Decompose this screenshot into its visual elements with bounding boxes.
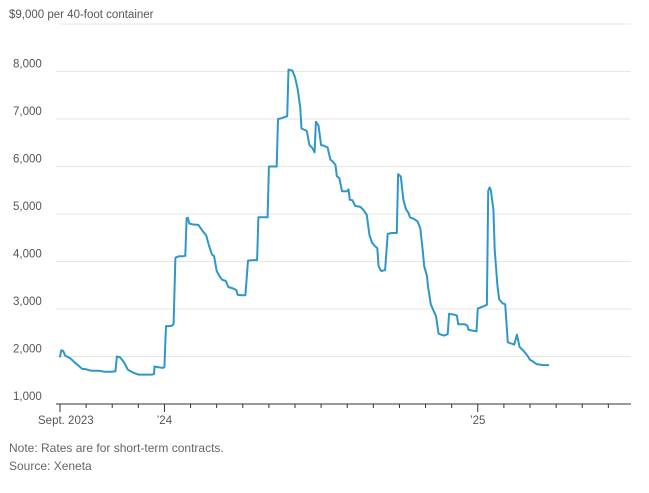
y-tick-label: 8,000 <box>13 59 42 71</box>
y-tick-label: 4,000 <box>13 249 42 261</box>
y-tick-label: 5,000 <box>13 201 42 213</box>
x-tick-label: ’24 <box>157 415 173 427</box>
y-tick-label: 3,000 <box>13 296 42 308</box>
y-tick-label: 1,000 <box>13 391 42 403</box>
chart-note: Note: Rates are for short-term contracts… <box>9 441 224 455</box>
y-tick-label: 6,000 <box>13 154 42 166</box>
y-tick-label: 2,000 <box>13 344 42 356</box>
x-tick-label: ’25 <box>470 415 485 427</box>
y-axis-tick-labels: 1,000 2,000 3,000 4,000 5,000 6,000 7,000 8,000 <box>13 59 42 404</box>
x-tick-label: Sept. 2023 <box>38 415 94 427</box>
y-tick-label: 7,000 <box>13 106 42 118</box>
chart-source: Source: Xeneta <box>9 459 92 473</box>
line-chart: 1,000 2,000 3,000 4,000 5,000 6,000 7,000 8,000… <box>9 9 631 427</box>
rate-series-line <box>59 68 550 376</box>
y-axis-unit-label: $9,000 per 40-foot container <box>9 9 154 21</box>
gridlines <box>56 23 631 357</box>
x-axis: Sept. 2023 ’24 ’25 <box>38 403 631 427</box>
